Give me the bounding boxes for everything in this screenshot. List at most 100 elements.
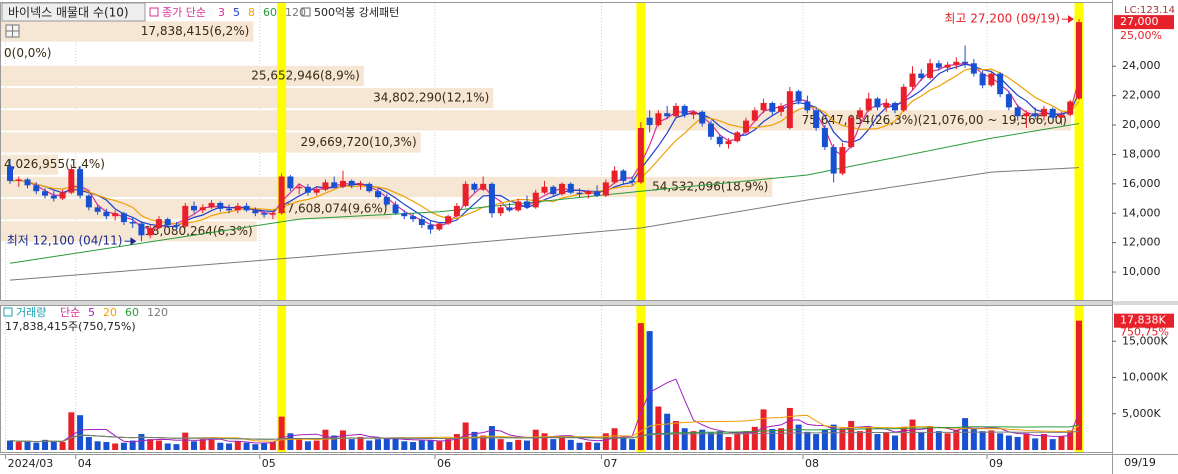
volume-bar — [129, 440, 136, 450]
volume-bar — [59, 442, 66, 450]
volume-bar — [497, 439, 504, 450]
volume-bar — [1014, 436, 1021, 450]
candle-body — [891, 102, 898, 111]
candle-body — [1058, 114, 1065, 118]
candle-body — [716, 136, 723, 145]
volume-tick-label: 5,000K — [1122, 407, 1161, 420]
volume-bar — [401, 441, 408, 450]
volume-bar — [769, 428, 776, 450]
pattern-icon — [301, 7, 311, 17]
volume-bar — [339, 430, 346, 450]
date-label: 04 — [78, 457, 92, 470]
candle-body — [1040, 108, 1047, 117]
candle-body — [383, 197, 390, 205]
candle-body — [523, 201, 530, 208]
candle-body — [85, 195, 92, 208]
candle-body — [970, 63, 977, 74]
volume-bar — [287, 433, 294, 450]
pattern-highlight — [1074, 3, 1084, 452]
date-label: 05 — [262, 457, 276, 470]
annotation-arrowhead — [1068, 15, 1074, 24]
volume-bar — [506, 442, 513, 450]
candle-body — [576, 192, 583, 195]
volume-bar — [690, 431, 697, 450]
y-tick-label: 10,000 — [1122, 265, 1161, 278]
volume-bar — [226, 443, 233, 450]
volume-bar — [68, 412, 75, 450]
volume-bar — [138, 434, 145, 450]
candle-body — [734, 132, 741, 142]
candle-body — [480, 183, 487, 190]
volume-bar — [672, 421, 679, 450]
profile-label: 29,669,720(10,3%) — [300, 135, 416, 149]
volume-bar — [655, 406, 662, 450]
candle-body — [155, 219, 162, 228]
candle-body — [550, 186, 557, 195]
candle-body — [637, 127, 644, 183]
title-box[interactable] — [1, 2, 146, 22]
volume-bar — [208, 439, 215, 450]
profile-label: 25,652,946(8,9%) — [251, 68, 360, 82]
candle-body — [672, 105, 679, 117]
volume-bar — [436, 441, 443, 450]
candle-body — [94, 207, 101, 212]
volume-tick-label: 10,000K — [1122, 371, 1168, 384]
profile-label: 75,647,054(26,3%)(21,076,00 ~ 19,566,00) — [802, 113, 1067, 127]
candle-body — [646, 117, 653, 126]
annotation: 최고 27,200 (09/19) — [944, 12, 1060, 26]
volume-bar — [120, 442, 127, 450]
y-tick-label: 18,000 — [1122, 147, 1161, 160]
candle-body — [760, 102, 767, 111]
candle-body — [681, 105, 688, 115]
profile-label: 54,532,096(18,9%) — [652, 179, 768, 193]
candle-body — [42, 191, 49, 196]
volume-bar — [173, 444, 180, 450]
candle-body — [322, 182, 329, 190]
ma-legend: 5 — [233, 6, 240, 19]
candle-body — [287, 176, 294, 189]
date-label: 07 — [603, 457, 617, 470]
chart-title: 바이넥스 매물대 수(10) — [8, 6, 129, 20]
volume-bar — [646, 331, 653, 450]
candle-body — [1032, 113, 1039, 117]
candle-body — [296, 186, 303, 189]
volume-bar — [637, 323, 644, 450]
candle-body — [690, 111, 697, 115]
volume-bar — [576, 442, 583, 450]
ma-label: 종가 단순 — [162, 6, 206, 19]
profile-bar — [1, 221, 257, 242]
volume-bar — [252, 444, 259, 450]
volume-bar — [594, 442, 601, 450]
profile-bar — [1, 88, 494, 109]
volume-bar — [410, 442, 417, 450]
candle-body — [234, 205, 241, 211]
volume-bar — [830, 424, 837, 450]
last-volume-box — [1114, 313, 1174, 328]
volume-bar — [304, 441, 311, 450]
candle-body — [874, 98, 881, 108]
volume-bar — [602, 433, 609, 450]
candle-body — [410, 216, 417, 220]
candle-body — [427, 225, 434, 230]
profile-label: 0(0,0%) — [4, 46, 51, 60]
volume-bar — [664, 413, 671, 450]
candle-body — [1076, 22, 1082, 99]
volume-bar — [751, 426, 758, 450]
candle-body — [953, 61, 960, 65]
candle-body — [541, 186, 548, 193]
profile-label: 18,080,264(6,3%) — [144, 224, 253, 238]
y-tick-label: 16,000 — [1122, 177, 1161, 190]
last-price-box — [1114, 15, 1174, 30]
volume-bar — [891, 435, 898, 450]
candle-body — [112, 213, 119, 217]
volume-ma-label: 단순 — [60, 306, 80, 319]
candle-body — [1014, 107, 1021, 117]
volume-bar — [611, 428, 618, 450]
candle-body — [1049, 108, 1056, 118]
volume-bar — [147, 439, 154, 450]
y-tick-label: 20,000 — [1122, 118, 1161, 131]
candle-body — [418, 219, 425, 226]
volume-bar — [883, 432, 890, 450]
volume-bar — [786, 407, 793, 450]
volume-bar — [778, 428, 785, 450]
